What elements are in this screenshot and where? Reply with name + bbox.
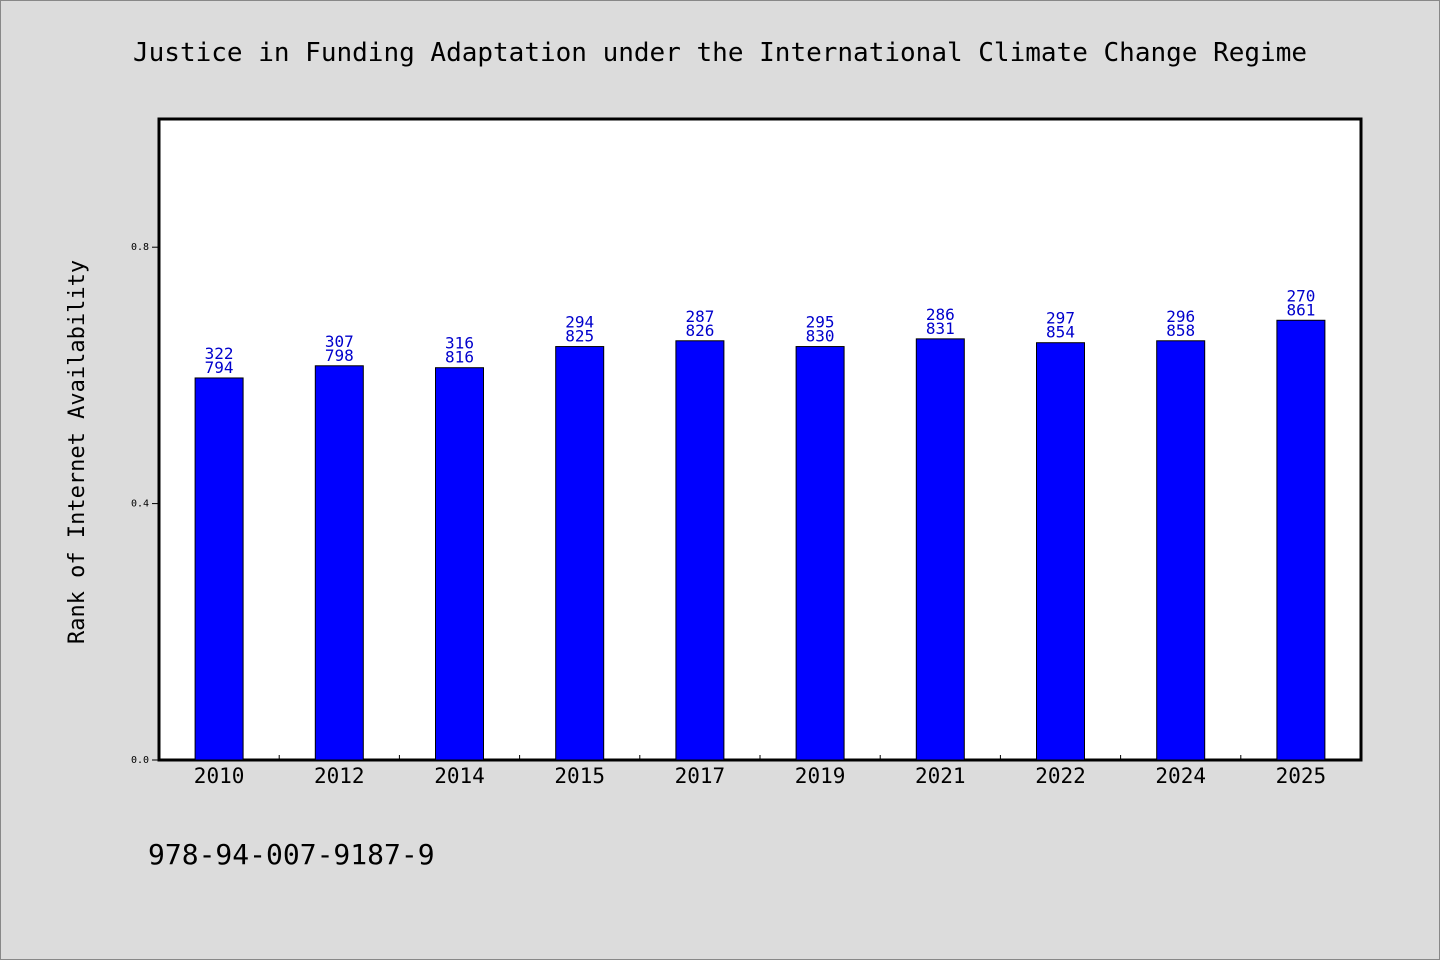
bar	[194, 377, 244, 761]
isbn-text: 978-94-007-9187-9	[148, 838, 435, 871]
bar-label-bottom: 816	[445, 348, 474, 367]
bar-label-top: 296	[1166, 307, 1195, 326]
bar-label-top: 286	[926, 305, 955, 324]
bar-label-top: 322	[205, 344, 234, 363]
bar-label-bottom: 794	[205, 358, 234, 377]
y-tick-label: 0.0	[131, 755, 149, 766]
bar	[795, 346, 845, 761]
bar	[314, 365, 364, 761]
bar-label-bottom: 825	[565, 327, 594, 346]
y-axis: 0.0 0.4 0.8	[131, 242, 159, 766]
bar-label-top: 307	[325, 332, 354, 351]
x-tick-label: 2017	[675, 764, 726, 788]
bar-label-top: 287	[685, 307, 714, 326]
x-tick-label: 2024	[1155, 764, 1206, 788]
x-axis: 2010 2012 2014 2015 2017 2019 2021 2022 2024 2025	[194, 755, 1326, 788]
bar	[675, 340, 725, 761]
bar	[915, 338, 965, 761]
x-tick-label: 2014	[434, 764, 485, 788]
y-axis-label: Rank of Internet Availability	[65, 260, 90, 644]
x-tick-label: 2015	[554, 764, 605, 788]
x-tick-label: 2010	[194, 764, 245, 788]
bar-label-top: 270	[1286, 286, 1315, 305]
bar-label-bottom: 854	[1046, 323, 1075, 342]
x-tick-label: 2022	[1035, 764, 1086, 788]
x-tick-label: 2012	[314, 764, 365, 788]
bar-label-bottom: 830	[806, 327, 835, 346]
bar-label-top: 297	[1046, 309, 1075, 328]
bar-label-bottom: 831	[926, 319, 955, 338]
bar-series	[194, 319, 1326, 761]
bar-label-bottom: 861	[1286, 300, 1315, 319]
bar-label-top: 295	[806, 313, 835, 332]
y-tick-label: 0.4	[131, 499, 149, 510]
bar	[1276, 319, 1326, 761]
bar-label-top: 294	[565, 313, 594, 332]
bar-label-bottom: 798	[325, 346, 354, 365]
chart-title: Justice in Funding Adaptation under the …	[133, 38, 1307, 68]
x-tick-label: 2021	[915, 764, 966, 788]
bar	[1156, 340, 1206, 761]
x-tick-label: 2019	[795, 764, 846, 788]
bar-label-top: 316	[445, 334, 474, 353]
x-tick-label: 2025	[1276, 764, 1327, 788]
bar	[435, 367, 484, 761]
y-tick-label: 0.8	[131, 242, 149, 253]
bar	[1036, 342, 1085, 761]
bar-label-bottom: 858	[1166, 321, 1195, 340]
bar-label-bottom: 826	[685, 321, 714, 340]
bar	[555, 346, 605, 761]
